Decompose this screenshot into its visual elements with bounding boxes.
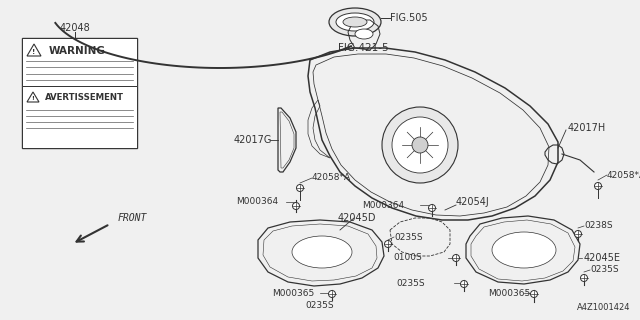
Text: 42058*A: 42058*A — [312, 173, 351, 182]
Text: M000364: M000364 — [362, 201, 404, 210]
Text: M000365: M000365 — [272, 289, 314, 298]
Text: !: ! — [31, 95, 35, 100]
Text: WARNING: WARNING — [49, 46, 106, 56]
Circle shape — [392, 117, 448, 173]
Text: 0100S: 0100S — [393, 253, 422, 262]
Circle shape — [580, 275, 588, 282]
Circle shape — [595, 182, 602, 189]
Ellipse shape — [492, 232, 556, 268]
Text: 42045D: 42045D — [338, 213, 376, 223]
Text: AVERTISSEMENT: AVERTISSEMENT — [45, 92, 124, 101]
Text: 42048: 42048 — [60, 23, 90, 33]
Text: 0235S: 0235S — [396, 278, 424, 287]
Text: 42045E: 42045E — [584, 253, 621, 263]
Text: FIG.505: FIG.505 — [390, 13, 428, 23]
FancyBboxPatch shape — [22, 38, 137, 148]
Text: 0235S: 0235S — [394, 233, 422, 242]
Ellipse shape — [336, 13, 374, 31]
FancyBboxPatch shape — [22, 86, 137, 148]
Circle shape — [452, 254, 460, 261]
Text: 0235S: 0235S — [306, 300, 334, 309]
Text: 42054J: 42054J — [456, 197, 490, 207]
Text: A4Z1001424: A4Z1001424 — [577, 303, 630, 313]
FancyBboxPatch shape — [22, 38, 137, 86]
Circle shape — [429, 204, 435, 212]
Text: FIG.421-5: FIG.421-5 — [338, 43, 388, 53]
Circle shape — [575, 230, 582, 237]
Ellipse shape — [343, 17, 367, 27]
Text: 0235S: 0235S — [590, 266, 619, 275]
Ellipse shape — [292, 236, 352, 268]
Circle shape — [531, 291, 538, 298]
Circle shape — [328, 291, 335, 298]
Ellipse shape — [355, 29, 373, 39]
Text: M000365: M000365 — [488, 289, 531, 298]
Text: 42017G: 42017G — [234, 135, 273, 145]
Circle shape — [296, 185, 303, 191]
Circle shape — [412, 137, 428, 153]
Text: M000364: M000364 — [236, 197, 278, 206]
Circle shape — [382, 107, 458, 183]
Circle shape — [385, 241, 392, 247]
Circle shape — [461, 281, 467, 287]
Text: FRONT: FRONT — [118, 213, 147, 223]
Text: 0238S: 0238S — [584, 221, 612, 230]
Circle shape — [292, 203, 300, 210]
Text: 42058*A: 42058*A — [607, 171, 640, 180]
Ellipse shape — [329, 8, 381, 36]
Text: 42017H: 42017H — [568, 123, 606, 133]
Text: !: ! — [33, 49, 36, 55]
